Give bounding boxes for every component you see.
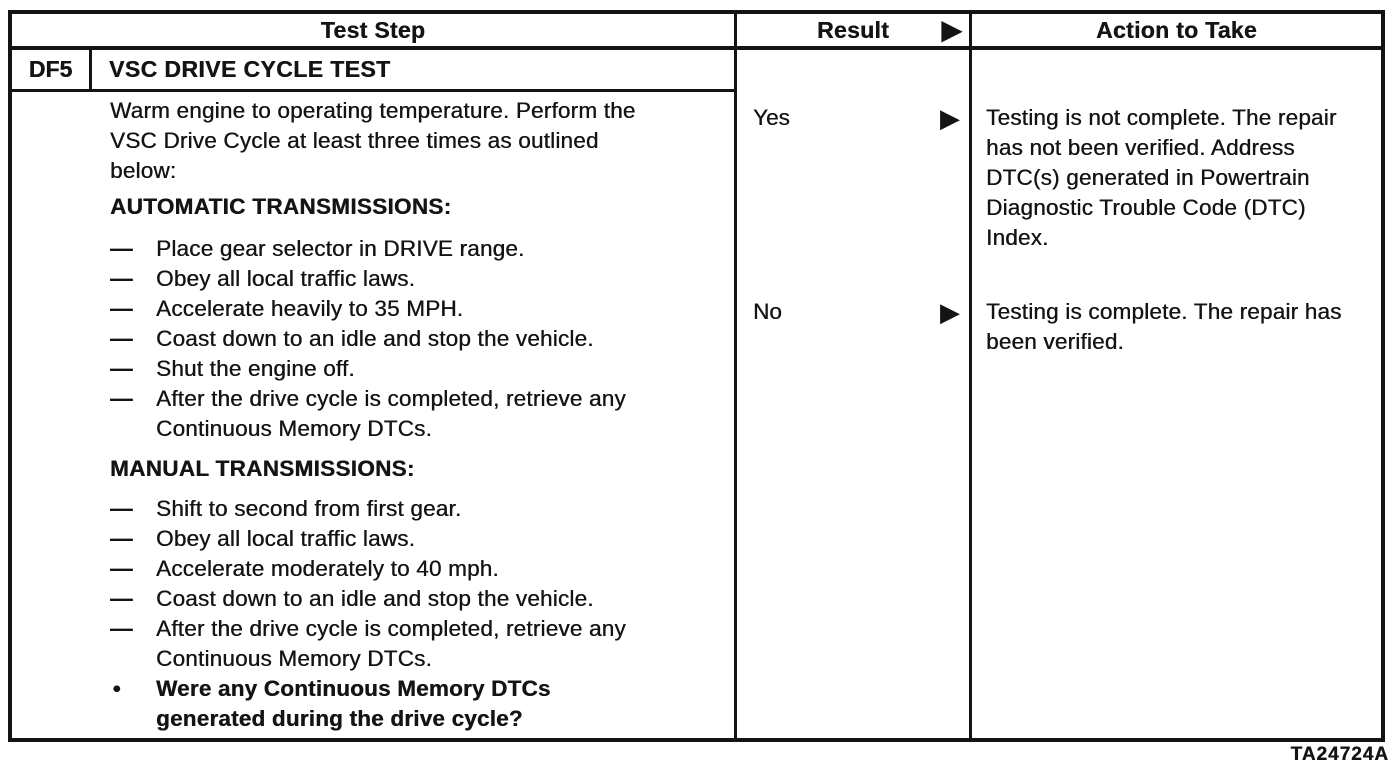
dash-bullet-icon: — (110, 266, 133, 291)
question-text: Were any Continuous Memory DTCs generate… (156, 676, 551, 731)
dash-bullet-icon: — (110, 586, 133, 611)
list-item: — Shift to second from first gear. (110, 494, 662, 524)
list-item: — Accelerate moderately to 40 mph. (110, 554, 662, 584)
step-title: VSC DRIVE CYCLE TEST (109, 56, 391, 82)
dash-bullet-icon: — (110, 356, 133, 381)
list-item: — Coast down to an idle and stop the veh… (110, 324, 662, 354)
result-label: Yes (753, 105, 790, 130)
result-label: No (753, 299, 782, 324)
figure-code: TA24724A (1290, 744, 1389, 765)
list-item: — Coast down to an idle and stop the veh… (110, 584, 662, 614)
list-item: — Obey all local traffic laws. (110, 264, 662, 294)
dash-bullet-icon: — (110, 556, 133, 581)
list-item: — After the drive cycle is completed, re… (110, 614, 662, 674)
result-row-no: No ▶ (753, 297, 960, 327)
dash-bullet-icon: — (110, 236, 133, 261)
dash-bullet-icon: — (110, 386, 133, 411)
result-arrow-icon: ▶ (941, 14, 962, 45)
header-cell-result: Result ▶ (737, 14, 972, 50)
header-cell-action: Action to Take (972, 14, 1381, 50)
dash-bullet-icon: — (110, 526, 133, 551)
question-item: ● Were any Continuous Memory DTCs genera… (110, 674, 662, 734)
test-step-column: DF5 VSC DRIVE CYCLE TEST Warm engine to … (12, 50, 737, 738)
step-id: DF5 (12, 50, 92, 89)
dash-bullet-icon: — (110, 616, 133, 641)
result-arrow-icon: ▶ (940, 103, 960, 133)
result-header-label: Result (816, 16, 890, 43)
list-item: — Place gear selector in DRIVE range. (110, 234, 662, 264)
list-item: — After the drive cycle is completed, re… (110, 384, 662, 444)
result-column: Yes ▶ No ▶ (737, 50, 972, 738)
result-arrow-icon: ▶ (940, 297, 960, 327)
dash-bullet-icon: — (110, 496, 133, 521)
automatic-section-heading: AUTOMATIC TRANSMISSIONS: (110, 194, 452, 219)
test-step-header-label: Test Step (320, 16, 426, 43)
round-bullet-icon: ● (112, 680, 122, 697)
result-row-yes: Yes ▶ (753, 103, 960, 133)
action-column: Testing is not complete. The repair has … (972, 50, 1381, 738)
action-header-label: Action to Take (1096, 16, 1257, 43)
dash-bullet-icon: — (110, 326, 133, 351)
diagnostic-table: Test Step Result ▶ Action to Take DF5 VS… (8, 10, 1385, 742)
list-item: — Shut the engine off. (110, 354, 662, 384)
step-row: DF5 VSC DRIVE CYCLE TEST (12, 50, 734, 92)
test-step-content: Warm engine to operating temperature. Pe… (12, 92, 734, 734)
list-item: — Accelerate heavily to 35 MPH. (110, 294, 662, 324)
list-item: — Obey all local traffic laws. (110, 524, 662, 554)
dash-bullet-icon: — (110, 296, 133, 321)
header-cell-test-step: Test Step (12, 14, 737, 50)
action-text-no: Testing is complete. The repair has been… (986, 299, 1342, 354)
intro-paragraph: Warm engine to operating temperature. Pe… (110, 98, 636, 183)
manual-section-heading: MANUAL TRANSMISSIONS: (110, 456, 415, 481)
action-text-yes: Testing is not complete. The repair has … (986, 105, 1337, 250)
